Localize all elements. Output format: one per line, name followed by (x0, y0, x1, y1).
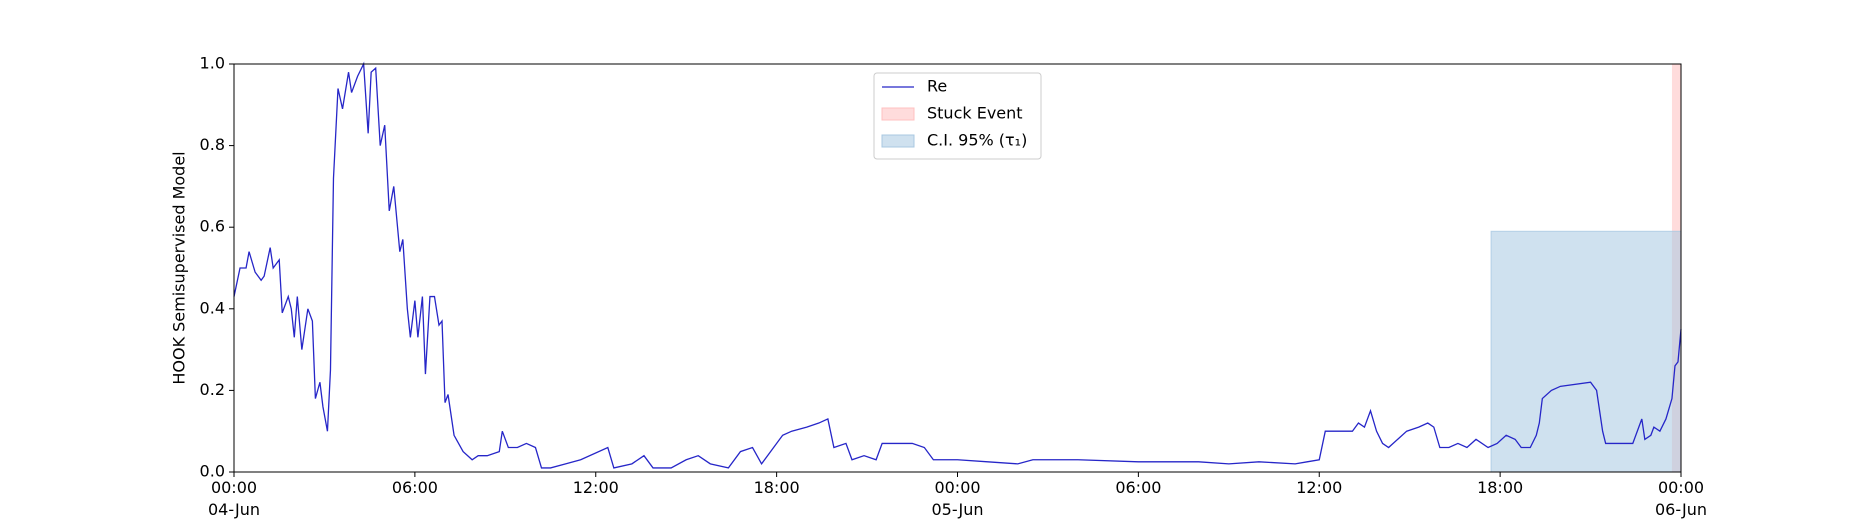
y-tick-label: 0.8 (200, 135, 225, 154)
y-tick-label: 0.0 (200, 462, 225, 481)
x-tick-label: 06:00 (1115, 478, 1161, 497)
legend-label: C.I. 95% (τ₁) (927, 131, 1027, 150)
legend-label: Re (927, 77, 947, 96)
legend-label: Stuck Event (927, 104, 1023, 123)
x-tick-label: 18:00 (1477, 478, 1523, 497)
y-axis-label: HOOK Semisupervised Model (170, 151, 189, 384)
x-tick-label: 00:00 06-Jun (1655, 478, 1707, 519)
y-tick-label: 0.6 (200, 217, 225, 236)
y-tick-label: 1.0 (200, 54, 225, 73)
x-tick-label: 12:00 (1296, 478, 1342, 497)
region (1490, 230, 1682, 473)
x-tick-label: 00:00 05-Jun (931, 478, 983, 519)
legend-swatch (881, 134, 915, 148)
x-tick-label: 06:00 (392, 478, 438, 497)
line-series (233, 61, 1682, 469)
y-tick-label: 0.2 (200, 380, 225, 399)
y-tick-label: 0.4 (200, 298, 225, 317)
legend-box (873, 72, 1042, 160)
x-tick-label: 12:00 (573, 478, 619, 497)
legend-swatch (881, 107, 915, 121)
x-tick-label: 18:00 (754, 478, 800, 497)
